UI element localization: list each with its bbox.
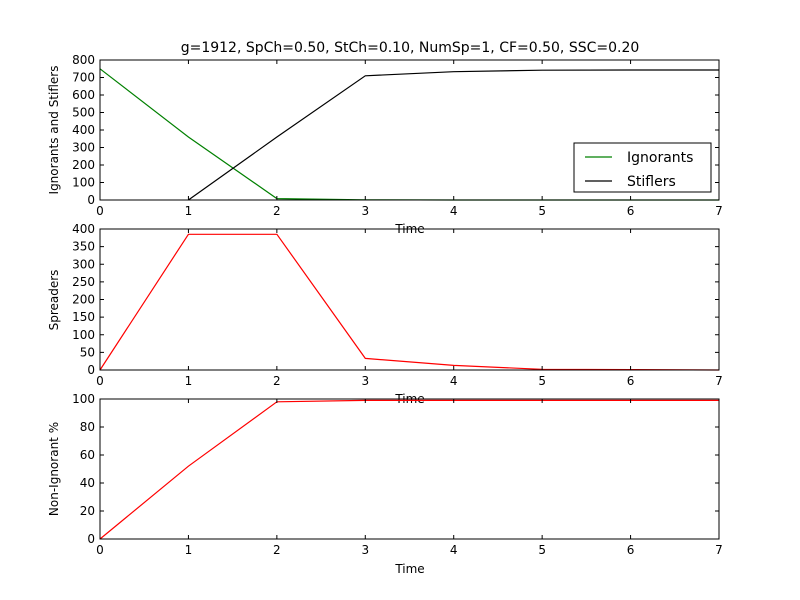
panel-0-ytick-label: 500 — [72, 106, 95, 120]
panel-2-xtick-label: 5 — [538, 543, 546, 557]
panel-0-xtick-label: 5 — [538, 204, 546, 218]
panel-1-ylabel: Spreaders — [47, 270, 61, 331]
panel-1-xtick-label: 4 — [450, 374, 458, 388]
panel-1-series-0-line — [99, 233, 720, 371]
panel-0-xtick-label: 4 — [450, 204, 458, 218]
panel-2-xtick-label: 7 — [715, 543, 723, 557]
panel-non-ignorant: Non-Ignorant % Time 0 1 2 3 4 5 6 7 0 20 40 60 80 100 — [47, 392, 723, 576]
panel-1-ytick-label: 400 — [72, 222, 95, 236]
panel-0-xtick-label: 1 — [185, 204, 193, 218]
panel-2-ytick-label: 0 — [87, 532, 95, 546]
panel-1-ytick-label: 200 — [72, 293, 95, 307]
legend: Ignorants Stiflers — [573, 142, 712, 193]
panel-1-xtick-label: 6 — [627, 374, 635, 388]
panel-1-ytick-label: 50 — [80, 345, 95, 359]
figure-title: g=1912, SpCh=0.50, StCh=0.10, NumSp=1, C… — [181, 40, 640, 56]
panel-0-xtick-label: 7 — [715, 204, 723, 218]
panel-1-xtick-label: 0 — [96, 374, 104, 388]
panel-2-ytick-label: 20 — [80, 504, 95, 518]
legend-label-ignorants: Ignorants — [627, 150, 693, 166]
panel-1-ytick-label: 300 — [72, 257, 95, 271]
panel-0-xtick-label: 0 — [96, 204, 104, 218]
panel-2-xtick-label: 0 — [96, 543, 104, 557]
panel-1-ytick-label: 250 — [72, 275, 95, 289]
panel-0-ytick-label: 600 — [72, 88, 95, 102]
panel-1-ytick-label: 0 — [87, 363, 95, 377]
panel-0-ytick-label: 800 — [72, 53, 95, 67]
panel-2-ylabel: Non-Ignorant % — [47, 422, 61, 516]
panel-1-xtick-label: 2 — [273, 374, 281, 388]
panel-1-xtick-label: 3 — [361, 374, 369, 388]
panel-2-ytick-label: 40 — [80, 476, 95, 490]
panel-0-ytick-label: 300 — [72, 141, 95, 155]
panel-1-xtick-label: 5 — [538, 374, 546, 388]
panel-0-series-stiflers-line — [188, 69, 719, 201]
panel-2-xtick-label: 1 — [185, 543, 193, 557]
panel-1-ytick-label: 350 — [72, 240, 95, 254]
panel-1-xtick-label: 7 — [715, 374, 723, 388]
panel-2-xtick-label: 6 — [627, 543, 635, 557]
legend-label-stiflers: Stiflers — [627, 174, 676, 190]
panel-1-xtick-label: 1 — [185, 374, 193, 388]
panel-0-ytick-label: 0 — [87, 193, 95, 207]
panel-spreaders: Spreaders Time 0 1 2 3 4 5 6 705010015020025030… — [47, 222, 723, 406]
panel-0-ytick-label: 700 — [72, 71, 95, 85]
panel-0-xtick-label: 6 — [627, 204, 635, 218]
panel-2-xtick-label: 3 — [361, 543, 369, 557]
panel-2-xlabel: Time — [394, 562, 424, 576]
panel-2-xtick-label: 2 — [273, 543, 281, 557]
panel-0-xtick-label: 3 — [361, 204, 369, 218]
panel-0-xtick-label: 2 — [273, 204, 281, 218]
panel-0-ytick-label: 400 — [72, 123, 95, 137]
panel-2-ytick-label: 60 — [80, 448, 95, 462]
panel-2-ytick-label: 100 — [72, 392, 95, 406]
panel-0-ytick-label: 200 — [72, 158, 95, 172]
panel-0-ylabel: Ignorants and Stiflers — [47, 66, 61, 195]
panel-1-axes-frame — [99, 228, 720, 371]
panel-0-ytick-label: 100 — [72, 176, 95, 190]
panel-2-ytick-label: 80 — [80, 420, 95, 434]
panel-1-ytick-label: 100 — [72, 328, 95, 342]
panel-1-ytick-label: 150 — [72, 310, 95, 324]
legend-frame — [573, 142, 712, 193]
panel-2-series-0-line — [99, 399, 719, 540]
panel-ignorants-stiflers: Ignorants and Stiflers Time 0 1 2 3 4 5 6 70100… — [47, 53, 723, 236]
panel-2-axes-frame — [99, 398, 720, 540]
panel-2-xtick-label: 4 — [450, 543, 458, 557]
